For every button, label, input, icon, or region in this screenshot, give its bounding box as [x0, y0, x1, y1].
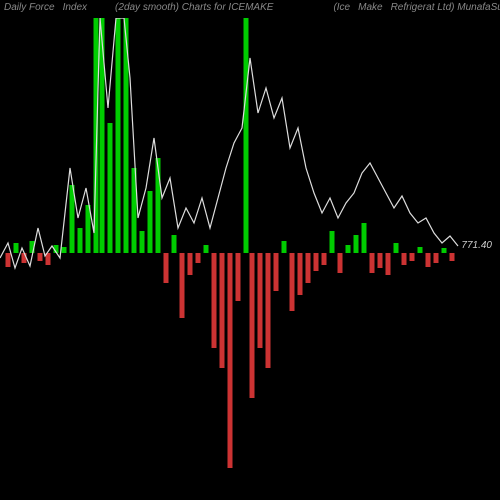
bar	[442, 248, 447, 253]
bar	[188, 253, 193, 275]
title-seg-3: (2day smooth) Charts for ICEMAKE	[115, 2, 273, 16]
bar	[394, 243, 399, 253]
bar	[108, 123, 113, 253]
bar	[212, 253, 217, 348]
bar	[346, 245, 351, 253]
bar	[172, 235, 177, 253]
bar	[116, 18, 121, 253]
bar	[338, 253, 343, 273]
bar	[180, 253, 185, 318]
bar	[322, 253, 327, 265]
bar	[306, 253, 311, 283]
bar	[196, 253, 201, 263]
bar	[330, 231, 335, 253]
title-seg-2: Index	[63, 2, 87, 16]
title-seg-4: (Ice	[333, 2, 350, 16]
bar	[258, 253, 263, 348]
bar	[410, 253, 415, 261]
bar	[418, 247, 423, 253]
bar	[450, 253, 455, 261]
bar	[14, 243, 19, 253]
bar	[228, 253, 233, 468]
bars-group	[6, 18, 455, 468]
title-seg-6: Refrigerat Ltd) MunafaSutra.com	[391, 2, 500, 16]
price-line	[0, 18, 458, 268]
bar	[236, 253, 241, 301]
bar	[290, 253, 295, 311]
bar	[386, 253, 391, 275]
bar	[220, 253, 225, 368]
bar	[204, 245, 209, 253]
bar	[244, 18, 249, 253]
bar	[370, 253, 375, 273]
last-price-label: 771.40	[461, 240, 492, 251]
bar	[402, 253, 407, 265]
bar	[354, 235, 359, 253]
chart-container: Daily Force Index (2day smooth) Charts f…	[0, 0, 500, 500]
bar	[298, 253, 303, 295]
chart-title-bar: Daily Force Index (2day smooth) Charts f…	[0, 0, 500, 18]
force-index-chart	[0, 18, 500, 498]
bar	[62, 247, 67, 253]
bar	[250, 253, 255, 398]
bar	[6, 253, 11, 267]
bar	[100, 18, 105, 253]
bar	[314, 253, 319, 271]
bar	[22, 253, 27, 263]
bar	[362, 223, 367, 253]
bar	[164, 253, 169, 283]
bar	[78, 228, 83, 253]
bar	[148, 191, 153, 253]
title-seg-5: Make	[358, 2, 382, 16]
bar	[274, 253, 279, 291]
bar	[282, 241, 287, 253]
bar	[426, 253, 431, 267]
bar	[266, 253, 271, 368]
bar	[140, 231, 145, 253]
title-seg-1: Daily Force	[4, 2, 55, 16]
bar	[434, 253, 439, 263]
bar	[38, 253, 43, 261]
bar	[378, 253, 383, 268]
